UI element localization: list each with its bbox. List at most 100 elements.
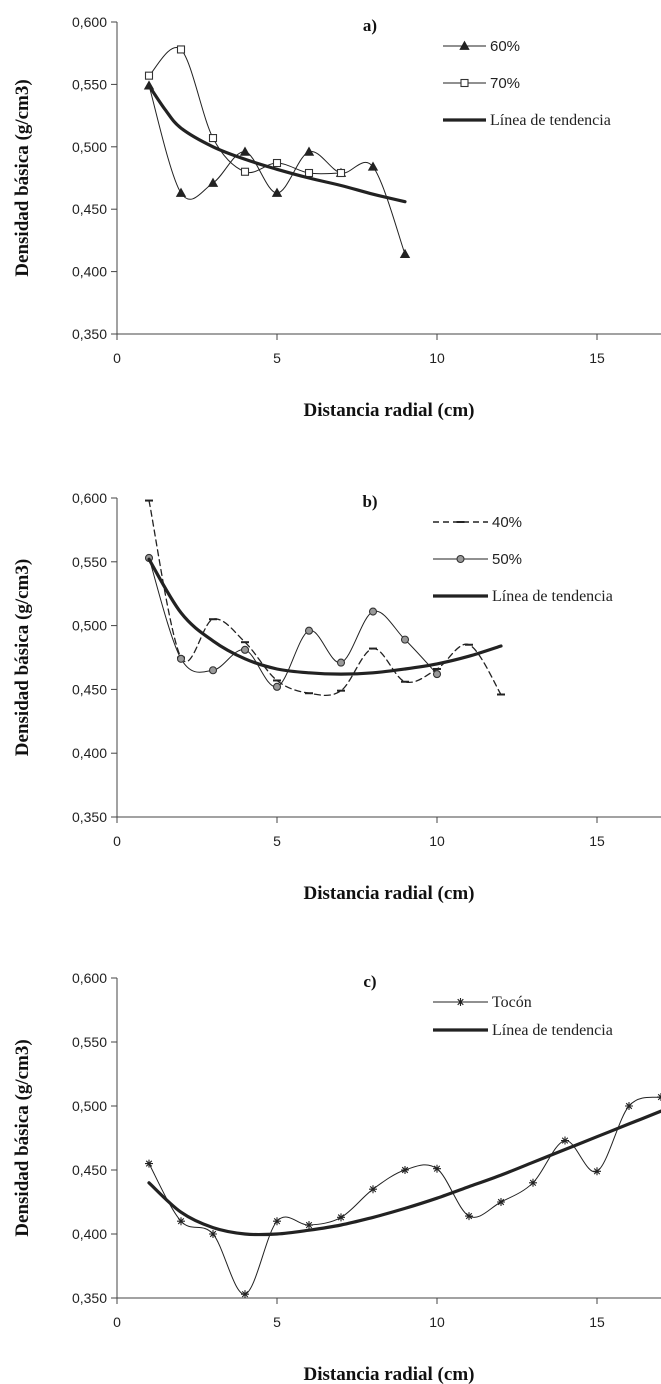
data-point: [144, 71, 154, 80]
x-tick-label: 15: [589, 833, 605, 849]
data-point: [241, 1290, 249, 1299]
series-trendline: [147, 1109, 661, 1237]
data-point: [240, 645, 250, 654]
legend-marker: [456, 998, 465, 1006]
series-line: [147, 84, 407, 204]
data-point: [208, 134, 218, 143]
data-point: [271, 187, 283, 197]
x-tick-label: 10: [429, 350, 445, 366]
data-point: [208, 666, 218, 675]
x-tick-label: 5: [273, 1314, 281, 1330]
series-line: [147, 1109, 661, 1237]
x-axis-title: Distancia radial (cm): [304, 883, 475, 904]
data-point: [240, 167, 250, 176]
data-point: [177, 1217, 185, 1226]
series-line: [148, 1096, 661, 1295]
y-tick-label: 0,400: [72, 264, 107, 280]
data-point: [336, 658, 346, 667]
data-point: [432, 670, 442, 679]
legend-label: 70%: [490, 75, 520, 92]
data-point: [368, 607, 378, 616]
chart-panel-a: 0,350 0,400 0,450 0,500 0,550 0,600 0 5 10 15 Dens…: [12, 14, 661, 421]
legend-item: Línea de tendencia: [443, 112, 611, 129]
data-point: [305, 1221, 313, 1230]
y-tick-label: 0,350: [72, 326, 107, 342]
y-tick-label: 0,450: [72, 1162, 107, 1178]
x-tick-label: 15: [589, 350, 605, 366]
legend-item: 40%: [433, 514, 522, 531]
x-axis-title: Distancia radial (cm): [304, 1364, 475, 1384]
y-tick-label: 0,400: [72, 1226, 107, 1242]
chart-panel-c: 0,350 0,400 0,450 0,500 0,550 0,600 0 5 10 15 Dens…: [12, 970, 661, 1384]
x-tick-label: 15: [589, 1314, 605, 1330]
panel-label: b): [362, 492, 377, 511]
data-point: [529, 1178, 537, 1187]
legend-item: Línea de tendencia: [433, 1022, 613, 1039]
series-line: [147, 557, 503, 676]
data-point: [625, 1102, 633, 1110]
panel-label: c): [363, 972, 376, 991]
series-trendline: [147, 557, 503, 676]
legend-label: Línea de tendencia: [492, 1022, 613, 1039]
x-tick-label: 0: [113, 350, 121, 366]
series-trendline: [147, 84, 407, 204]
x-tick-label: 0: [113, 1314, 121, 1330]
data-point: [465, 1212, 473, 1221]
data-point: [400, 635, 410, 644]
legend-label: 60%: [490, 38, 520, 55]
data-point: [593, 1167, 601, 1176]
y-tick-label: 0,550: [72, 1034, 107, 1050]
y-tick-label: 0,500: [72, 1098, 107, 1114]
panel-label: a): [363, 16, 377, 35]
chart-panel-b: 0,350 0,400 0,450 0,500 0,550 0,600 0 5 10 15 Dens…: [12, 490, 661, 904]
x-tick-label: 10: [429, 1314, 445, 1330]
series-data-1: [144, 45, 346, 178]
data-point: [561, 1136, 569, 1145]
legend-label: 40%: [492, 514, 522, 531]
legend: Tocón Línea de tendencia: [433, 994, 613, 1039]
y-tick-label: 0,600: [72, 490, 107, 506]
legend-item: Tocón: [433, 994, 532, 1011]
data-point: [401, 1166, 409, 1174]
data-point: [433, 1164, 441, 1173]
legend-item: 50%: [433, 551, 522, 568]
legend-marker: [460, 78, 469, 88]
series-data-1: [144, 553, 442, 691]
data-point: [239, 146, 251, 156]
data-point: [337, 1213, 345, 1222]
series-data-0: [145, 499, 505, 697]
legend-marker: [456, 554, 465, 564]
legend-label: Línea de tendencia: [492, 588, 613, 605]
legend-item: 60%: [443, 38, 520, 55]
data-point: [272, 682, 282, 691]
y-tick-label: 0,600: [72, 14, 107, 30]
y-tick-label: 0,450: [72, 681, 107, 697]
data-point: [304, 626, 314, 635]
data-point: [399, 248, 411, 259]
legend-item: Línea de tendencia: [433, 588, 613, 605]
data-point: [336, 168, 346, 178]
legend: 60% 70% Línea de tendencia: [443, 38, 611, 129]
data-point: [304, 168, 314, 178]
y-tick-label: 0,600: [72, 970, 107, 986]
legend-label: Línea de tendencia: [490, 112, 611, 129]
y-tick-label: 0,500: [72, 139, 107, 155]
y-tick-label: 0,450: [72, 201, 107, 217]
x-tick-label: 5: [273, 350, 281, 366]
data-point: [369, 1185, 377, 1194]
data-point: [367, 161, 379, 171]
data-point: [145, 1159, 153, 1168]
data-point: [272, 158, 282, 168]
y-axis-title: Densidad básica (g/cm3): [12, 79, 33, 276]
data-point: [176, 45, 186, 54]
series-line: [148, 557, 438, 688]
data-point: [303, 146, 315, 156]
data-point: [273, 1217, 281, 1226]
legend-label: Tocón: [492, 994, 532, 1011]
y-tick-label: 0,400: [72, 745, 107, 761]
y-tick-label: 0,350: [72, 809, 107, 825]
data-point: [207, 177, 219, 187]
data-point: [176, 654, 186, 663]
y-tick-label: 0,550: [72, 76, 107, 92]
